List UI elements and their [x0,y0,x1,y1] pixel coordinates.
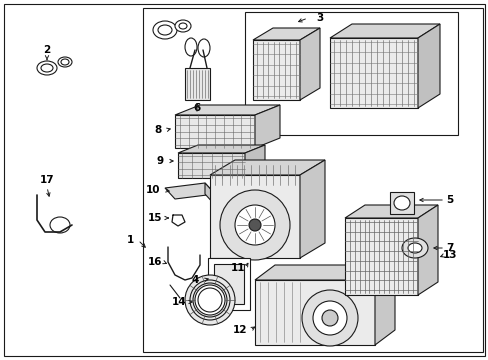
Text: 15: 15 [147,213,162,223]
Polygon shape [252,28,319,40]
Text: 6: 6 [193,103,200,113]
Polygon shape [417,24,439,108]
Polygon shape [175,115,254,148]
Polygon shape [345,205,437,218]
Text: 9: 9 [156,156,163,166]
Bar [389,192,413,214]
Bar [142,8,482,352]
Ellipse shape [302,290,357,346]
Text: 17: 17 [40,175,54,185]
Polygon shape [254,265,394,280]
Ellipse shape [61,59,69,65]
Ellipse shape [312,301,346,335]
Polygon shape [209,175,299,258]
Polygon shape [374,265,394,345]
Text: 2: 2 [43,45,51,55]
Polygon shape [299,160,325,258]
Ellipse shape [198,39,209,57]
Ellipse shape [195,285,224,315]
Polygon shape [178,153,244,178]
Text: 10: 10 [145,185,160,195]
Bar [184,68,209,100]
Ellipse shape [220,190,289,260]
Polygon shape [299,28,319,100]
Text: 4: 4 [191,275,198,285]
Polygon shape [244,145,264,178]
Polygon shape [178,145,264,153]
Ellipse shape [248,219,261,231]
Text: 7: 7 [446,243,453,253]
Text: 11: 11 [230,263,245,273]
Text: 13: 13 [442,250,456,260]
Polygon shape [252,40,299,100]
Ellipse shape [184,275,235,325]
Text: 12: 12 [232,325,247,335]
Polygon shape [209,160,325,175]
Polygon shape [329,24,439,38]
Polygon shape [204,183,215,205]
Polygon shape [254,280,374,345]
Bar [190,285,207,297]
Ellipse shape [393,196,409,210]
Text: 14: 14 [171,297,186,307]
Ellipse shape [37,61,57,75]
Ellipse shape [175,20,191,32]
Ellipse shape [235,205,274,245]
Ellipse shape [407,243,421,253]
Polygon shape [175,105,280,115]
Ellipse shape [401,238,427,258]
Ellipse shape [58,57,72,67]
Ellipse shape [184,38,197,56]
Text: 1: 1 [126,235,133,245]
Text: 5: 5 [446,195,453,205]
Ellipse shape [41,64,53,72]
Ellipse shape [158,25,172,35]
Bar [214,264,244,304]
Polygon shape [345,218,417,295]
Text: 8: 8 [154,125,162,135]
Polygon shape [164,183,215,199]
Ellipse shape [153,21,177,39]
Polygon shape [417,205,437,295]
Ellipse shape [179,23,186,29]
Polygon shape [254,105,280,148]
Ellipse shape [50,217,70,233]
Text: 3: 3 [316,13,323,23]
Ellipse shape [321,310,337,326]
Bar [244,12,457,135]
Text: 16: 16 [147,257,162,267]
Polygon shape [329,38,417,108]
Bar [207,258,249,310]
